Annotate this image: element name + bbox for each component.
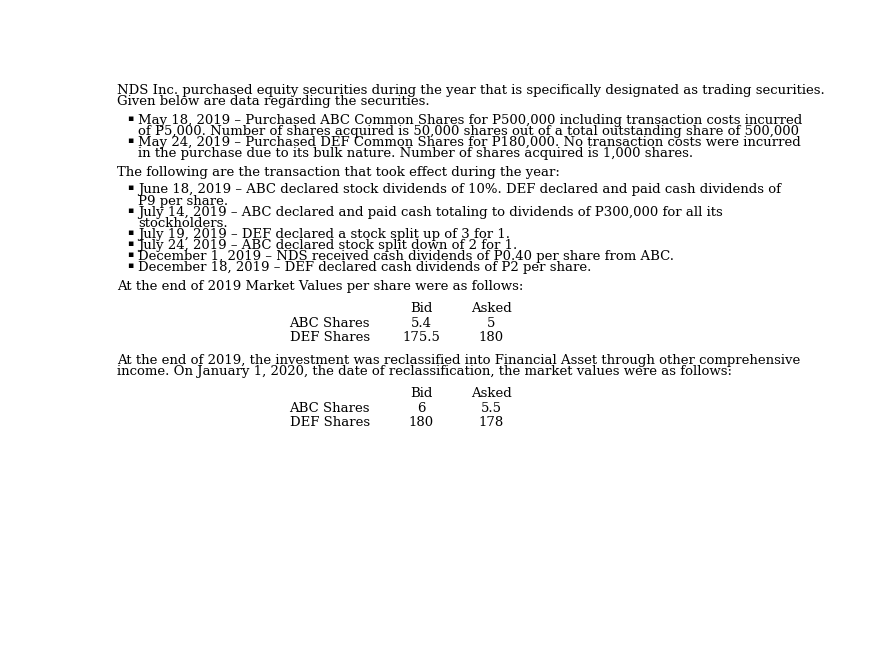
Text: DEF Shares: DEF Shares bbox=[289, 416, 369, 429]
Text: Asked: Asked bbox=[471, 303, 512, 316]
Text: ▪: ▪ bbox=[126, 136, 133, 145]
Text: 180: 180 bbox=[479, 331, 504, 344]
Text: ▪: ▪ bbox=[126, 261, 133, 271]
Text: 5.5: 5.5 bbox=[481, 402, 501, 415]
Text: 5.4: 5.4 bbox=[411, 317, 432, 329]
Text: DEF Shares: DEF Shares bbox=[289, 331, 369, 344]
Text: ▪: ▪ bbox=[126, 113, 133, 123]
Text: 6: 6 bbox=[417, 402, 425, 415]
Text: December 18, 2019 – DEF declared cash dividends of P2 per share.: December 18, 2019 – DEF declared cash di… bbox=[138, 261, 592, 274]
Text: Bid: Bid bbox=[410, 387, 433, 400]
Text: June 18, 2019 – ABC declared stock dividends of 10%. DEF declared and paid cash : June 18, 2019 – ABC declared stock divid… bbox=[138, 183, 781, 196]
Text: 178: 178 bbox=[479, 416, 504, 429]
Text: The following are the transaction that took effect during the year:: The following are the transaction that t… bbox=[117, 166, 561, 179]
Text: Bid: Bid bbox=[410, 303, 433, 316]
Text: 180: 180 bbox=[409, 416, 433, 429]
Text: ABC Shares: ABC Shares bbox=[289, 402, 370, 415]
Text: At the end of 2019, the investment was reclassified into Financial Asset through: At the end of 2019, the investment was r… bbox=[117, 354, 801, 367]
Text: of P5,000. Number of shares acquired is 50,000 shares out of a total outstanding: of P5,000. Number of shares acquired is … bbox=[138, 125, 799, 138]
Text: NDS Inc. purchased equity securities during the year that is specifically design: NDS Inc. purchased equity securities dur… bbox=[117, 83, 825, 96]
Text: December 1, 2019 – NDS received cash dividends of P0.40 per share from ABC.: December 1, 2019 – NDS received cash div… bbox=[138, 250, 675, 263]
Text: May 24, 2019 – Purchased DEF Common Shares for P180,000. No transaction costs we: May 24, 2019 – Purchased DEF Common Shar… bbox=[138, 136, 801, 149]
Text: Asked: Asked bbox=[471, 387, 512, 400]
Text: At the end of 2019 Market Values per share were as follows:: At the end of 2019 Market Values per sha… bbox=[117, 280, 524, 293]
Text: 5: 5 bbox=[487, 317, 495, 329]
Text: 175.5: 175.5 bbox=[402, 331, 441, 344]
Text: ▪: ▪ bbox=[126, 250, 133, 259]
Text: ▪: ▪ bbox=[126, 205, 133, 215]
Text: income. On January 1, 2020, the date of reclassification, the market values were: income. On January 1, 2020, the date of … bbox=[117, 366, 732, 378]
Text: ▪: ▪ bbox=[126, 239, 133, 248]
Text: ABC Shares: ABC Shares bbox=[289, 317, 370, 329]
Text: in the purchase due to its bulk nature. Number of shares acquired is 1,000 share: in the purchase due to its bulk nature. … bbox=[138, 147, 693, 160]
Text: May 18, 2019 – Purchased ABC Common Shares for P500,000 including transaction co: May 18, 2019 – Purchased ABC Common Shar… bbox=[138, 113, 803, 126]
Text: stockholders.: stockholders. bbox=[138, 217, 228, 230]
Text: July 24, 2019 – ABC declared stock split down of 2 for 1.: July 24, 2019 – ABC declared stock split… bbox=[138, 239, 518, 252]
Text: P9 per share.: P9 per share. bbox=[138, 194, 229, 207]
Text: ▪: ▪ bbox=[126, 228, 133, 237]
Text: Given below are data regarding the securities.: Given below are data regarding the secur… bbox=[117, 95, 430, 108]
Text: July 19, 2019 – DEF declared a stock split up of 3 for 1.: July 19, 2019 – DEF declared a stock spl… bbox=[138, 228, 510, 241]
Text: July 14, 2019 – ABC declared and paid cash totaling to dividends of P300,000 for: July 14, 2019 – ABC declared and paid ca… bbox=[138, 205, 724, 218]
Text: ▪: ▪ bbox=[126, 183, 133, 192]
